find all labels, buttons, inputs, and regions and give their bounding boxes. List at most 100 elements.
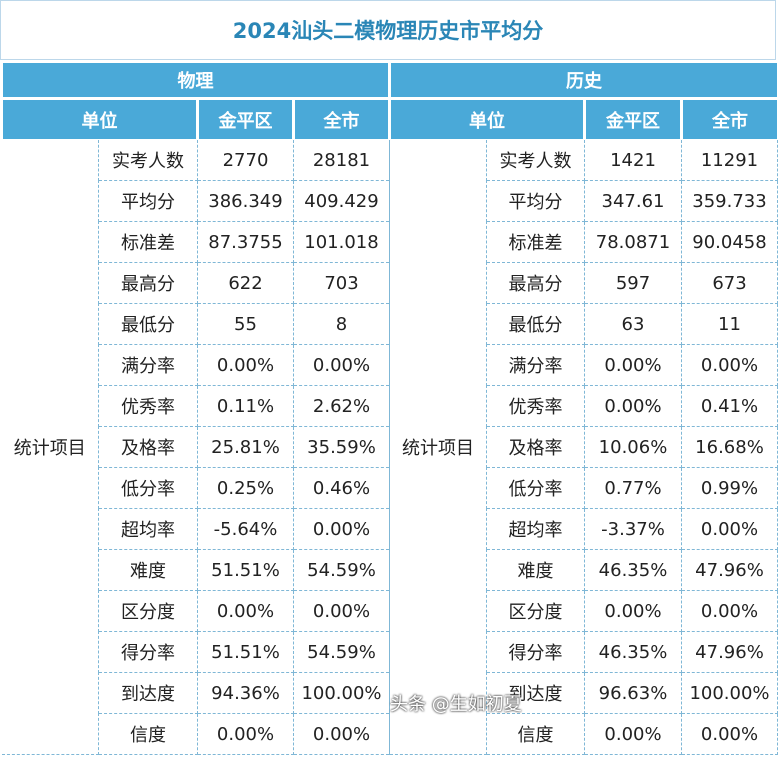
physics-row-name: 最低分 [99, 304, 198, 345]
history-row-name: 及格率 [487, 427, 585, 468]
history-city-value: 11291 [682, 140, 778, 181]
physics-jinping-value: 622 [198, 263, 294, 304]
physics-row-name: 得分率 [99, 632, 198, 673]
history-row-name: 标准差 [487, 222, 585, 263]
physics-city-value: 2.62% [294, 386, 390, 427]
history-jinping-value: 96.63% [585, 673, 682, 714]
history-city-value: 673 [682, 263, 778, 304]
physics-jinping-value: 87.3755 [198, 222, 294, 263]
physics-row-name: 满分率 [99, 345, 198, 386]
watermark: 头条 @生如初夏 [390, 690, 522, 716]
physics-row-name: 及格率 [99, 427, 198, 468]
physics-city-value: 54.59% [294, 632, 390, 673]
history-jinping-header: 金平区 [585, 99, 682, 140]
history-jinping-value: 0.00% [585, 345, 682, 386]
history-city-value: 0.00% [682, 591, 778, 632]
history-city-value: 0.00% [682, 509, 778, 550]
physics-jinping-value: -5.64% [198, 509, 294, 550]
history-city-value: 11 [682, 304, 778, 345]
physics-city-value: 101.018 [294, 222, 390, 263]
history-row-name: 平均分 [487, 181, 585, 222]
physics-city-header: 全市 [294, 99, 390, 140]
physics-row-name: 标准差 [99, 222, 198, 263]
history-city-value: 47.96% [682, 550, 778, 591]
page-title: 2024汕头二模物理历史市平均分 [0, 0, 776, 60]
physics-row-name: 低分率 [99, 468, 198, 509]
physics-jinping-value: 2770 [198, 140, 294, 181]
history-row-name: 得分率 [487, 632, 585, 673]
physics-city-value: 0.00% [294, 591, 390, 632]
physics-row-name: 实考人数 [99, 140, 198, 181]
history-row-name: 区分度 [487, 591, 585, 632]
physics-item-label: 统计项目 [2, 140, 99, 755]
history-jinping-value: 0.77% [585, 468, 682, 509]
history-item-label: 统计项目 [390, 140, 487, 755]
history-jinping-value: 63 [585, 304, 682, 345]
physics-row-name: 信度 [99, 714, 198, 755]
physics-city-value: 35.59% [294, 427, 390, 468]
physics-jinping-value: 55 [198, 304, 294, 345]
physics-jinping-header: 金平区 [198, 99, 294, 140]
history-city-value: 90.0458 [682, 222, 778, 263]
physics-row-name: 平均分 [99, 181, 198, 222]
physics-city-value: 0.46% [294, 468, 390, 509]
physics-jinping-value: 0.11% [198, 386, 294, 427]
history-jinping-value: -3.37% [585, 509, 682, 550]
history-jinping-value: 0.00% [585, 591, 682, 632]
physics-city-value: 409.429 [294, 181, 390, 222]
physics-row-name: 超均率 [99, 509, 198, 550]
history-group-header: 历史 [390, 62, 778, 99]
physics-row-name: 难度 [99, 550, 198, 591]
physics-jinping-value: 51.51% [198, 550, 294, 591]
history-row-name: 最高分 [487, 263, 585, 304]
history-jinping-value: 1421 [585, 140, 682, 181]
history-jinping-value: 46.35% [585, 550, 682, 591]
physics-city-value: 8 [294, 304, 390, 345]
physics-city-value: 28181 [294, 140, 390, 181]
physics-row-name: 到达度 [99, 673, 198, 714]
history-city-value: 0.41% [682, 386, 778, 427]
physics-city-value: 0.00% [294, 714, 390, 755]
history-row-name: 优秀率 [487, 386, 585, 427]
stats-table: 物理 历史 单位 金平区 全市 单位 金平区 全市 统计项目 实考人数 2770 28… [0, 60, 778, 755]
physics-city-value: 703 [294, 263, 390, 304]
physics-row-name: 优秀率 [99, 386, 198, 427]
physics-jinping-value: 0.00% [198, 345, 294, 386]
physics-unit-header: 单位 [2, 99, 198, 140]
table-row: 统计项目 实考人数 2770 28181 统计项目 实考人数 1421 11291 [2, 140, 778, 181]
history-city-value: 0.99% [682, 468, 778, 509]
history-row-name: 最低分 [487, 304, 585, 345]
history-jinping-value: 347.61 [585, 181, 682, 222]
physics-jinping-value: 94.36% [198, 673, 294, 714]
physics-jinping-value: 25.81% [198, 427, 294, 468]
history-city-value: 47.96% [682, 632, 778, 673]
history-row-name: 信度 [487, 714, 585, 755]
history-jinping-value: 10.06% [585, 427, 682, 468]
physics-city-value: 100.00% [294, 673, 390, 714]
history-row-name: 超均率 [487, 509, 585, 550]
history-unit-header: 单位 [390, 99, 585, 140]
physics-jinping-value: 51.51% [198, 632, 294, 673]
physics-city-value: 54.59% [294, 550, 390, 591]
physics-jinping-value: 386.349 [198, 181, 294, 222]
physics-jinping-value: 0.00% [198, 591, 294, 632]
history-jinping-value: 46.35% [585, 632, 682, 673]
history-city-value: 0.00% [682, 714, 778, 755]
physics-row-name: 最高分 [99, 263, 198, 304]
history-city-value: 16.68% [682, 427, 778, 468]
physics-jinping-value: 0.00% [198, 714, 294, 755]
history-city-value: 359.733 [682, 181, 778, 222]
history-city-header: 全市 [682, 99, 778, 140]
physics-row-name: 区分度 [99, 591, 198, 632]
history-city-value: 0.00% [682, 345, 778, 386]
physics-jinping-value: 0.25% [198, 468, 294, 509]
history-row-name: 实考人数 [487, 140, 585, 181]
history-jinping-value: 0.00% [585, 386, 682, 427]
physics-group-header: 物理 [2, 62, 390, 99]
history-row-name: 难度 [487, 550, 585, 591]
history-jinping-value: 78.0871 [585, 222, 682, 263]
history-jinping-value: 597 [585, 263, 682, 304]
history-row-name: 满分率 [487, 345, 585, 386]
history-row-name: 低分率 [487, 468, 585, 509]
history-city-value: 100.00% [682, 673, 778, 714]
